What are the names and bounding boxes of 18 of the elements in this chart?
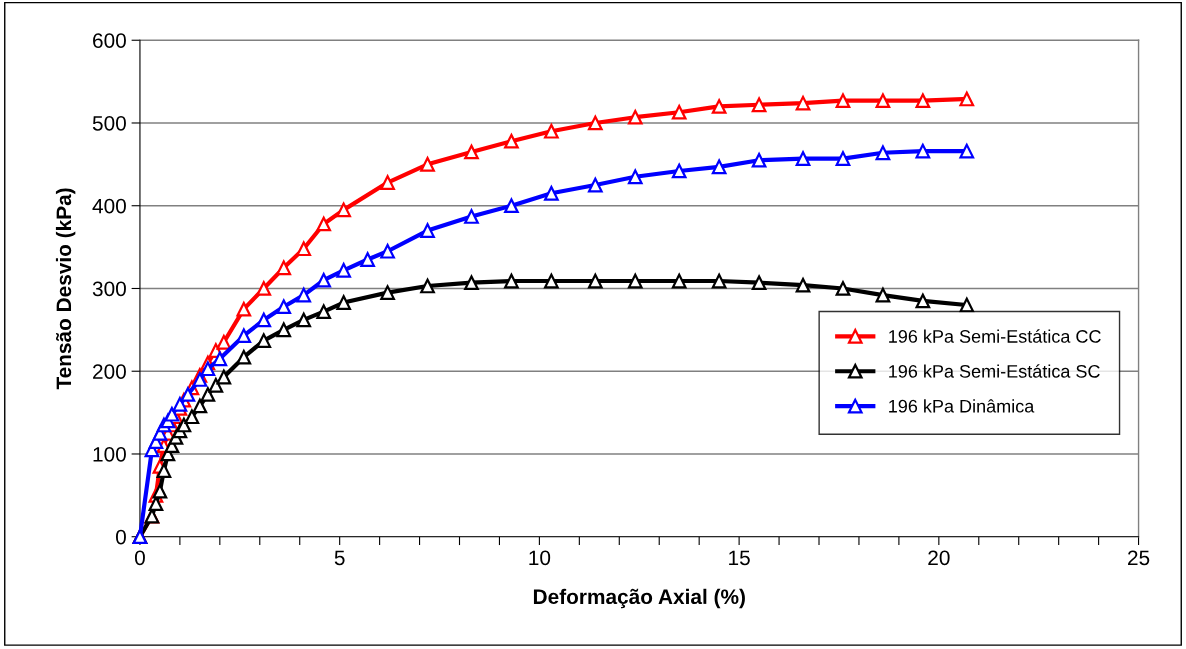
- y-tick-label: 600: [93, 33, 126, 48]
- x-axis-title: Deformação Axial (%): [533, 588, 745, 609]
- y-tick-label: 500: [92, 115, 126, 131]
- legend-label: 196 kPa Semi-Estática CC: [889, 329, 1101, 343]
- x-tick-label: 10: [529, 550, 551, 566]
- y-tick-label: 300: [92, 281, 126, 297]
- y-tick-label: 200: [93, 364, 126, 379]
- x-tick-label: 20: [928, 550, 950, 566]
- legend-label: 196 kPa Semi-Estática SC: [889, 364, 1100, 378]
- x-tick-label: 0: [134, 550, 145, 566]
- x-tick-label: 15: [729, 550, 750, 566]
- x-tick-label: 25: [1128, 550, 1150, 566]
- y-axis-title: Tensão Desvio (kPa): [55, 188, 76, 390]
- y-tick-label: 400: [92, 198, 126, 214]
- y-tick-label: 0: [115, 529, 126, 545]
- x-tick-label: 5: [334, 550, 345, 566]
- y-tick-label: 100: [93, 446, 126, 462]
- legend-label: 196 kPa Dinâmica: [889, 399, 1035, 413]
